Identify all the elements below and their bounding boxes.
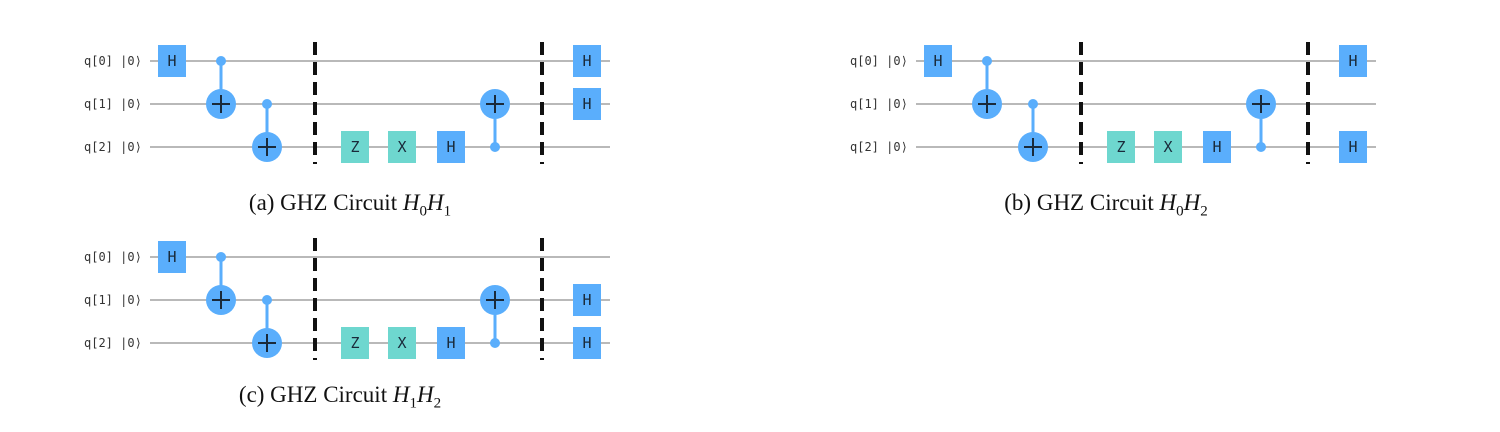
caption-b: (b) GHZ Circuit H0H2 (846, 190, 1366, 221)
qubit-label-q2: q[2] |0⟩ (84, 336, 142, 350)
caption-a: (a) GHZ Circuit H0H1 (80, 190, 620, 221)
z-gate-q2 (341, 131, 369, 163)
h-gate-final-q1-label: H (582, 95, 591, 113)
caption-c: (c) GHZ Circuit H1H2 (80, 382, 600, 413)
h-gate-q0-start (924, 45, 952, 77)
circuit-b: q[0] |0⟩ q[1] |0⟩ q[2] |0⟩ H Z X H H H (850, 42, 1376, 164)
caption-a-math-1: H0H1 (402, 190, 452, 220)
qubit-label-q2: q[2] |0⟩ (850, 140, 908, 154)
h-gate-q0-start-label: H (933, 52, 942, 70)
h-gate-final-q1-label: H (582, 291, 591, 309)
h-gate-q2-mid (437, 327, 465, 359)
cnot-q2-q1-control (490, 142, 500, 152)
h-gate-final-q1 (573, 88, 601, 120)
h-gate-q0-start (158, 241, 186, 273)
cnot-q1-q2-control (262, 99, 272, 109)
h-gate-q0-start-label: H (167, 248, 176, 266)
qubit-label-q0: q[0] |0⟩ (84, 250, 142, 264)
x-gate-q2-label: X (1163, 138, 1172, 156)
caption-a-prefix: (a) GHZ Circuit (248, 190, 403, 215)
circuit-c: q[0] |0⟩ q[1] |0⟩ q[2] |0⟩ H Z X H H H (84, 238, 610, 360)
h-gate-final-q0 (1339, 45, 1367, 77)
h-gate-final-q2 (573, 327, 601, 359)
h-gate-q0-start (158, 45, 186, 77)
cnot-q2-q1-control (490, 338, 500, 348)
h-gate-final-q2-label: H (1348, 138, 1357, 156)
caption-b-math: H0H2 (1159, 190, 1208, 220)
qubit-label-q2: q[2] |0⟩ (84, 140, 142, 154)
z-gate-q2 (1107, 131, 1135, 163)
h-gate-final-q2 (1339, 131, 1367, 163)
cnot-q1-q2-control (262, 295, 272, 305)
h-gate-final-q0 (573, 45, 601, 77)
x-gate-q2 (388, 327, 416, 359)
z-gate-q2-label: Z (350, 334, 359, 352)
panel-c: q[0] |0⟩ q[1] |0⟩ q[2] |0⟩ H Z X H H H (c) GHZ C… (80, 232, 620, 422)
h-gate-q2-mid (437, 131, 465, 163)
circuit-a: q[0] |0⟩ q[1] |0⟩ q[2] |0⟩ H Z X H H H (84, 42, 610, 164)
z-gate-q2-label: Z (1116, 138, 1125, 156)
qubit-label-q1: q[1] |0⟩ (84, 293, 142, 307)
caption-c-math: H1H2 (392, 382, 442, 412)
cnot-q0-q1-control (216, 252, 226, 262)
z-gate-q2 (341, 327, 369, 359)
caption-c-prefix: (c) GHZ Circuit (238, 382, 393, 407)
panel-a: q[0] |0⟩ q[1] |0⟩ q[2] |0⟩ H Z X H H H (a) GHZ C… (80, 36, 620, 220)
x-gate-q2 (388, 131, 416, 163)
cnot-q2-q1-control (1256, 142, 1266, 152)
qubit-label-q0: q[0] |0⟩ (84, 54, 142, 68)
h-gate-final-q0-label: H (582, 52, 591, 70)
h-gate-final-q0-label: H (1348, 52, 1357, 70)
h-gate-q2-mid-label: H (446, 334, 455, 352)
cnot-q0-q1-control (982, 56, 992, 66)
x-gate-q2 (1154, 131, 1182, 163)
h-gate-q2-mid-label: H (446, 138, 455, 156)
x-gate-q2-label: X (397, 138, 406, 156)
h-gate-final-q2-label: H (582, 334, 591, 352)
h-gate-final-q1 (573, 284, 601, 316)
qubit-label-q0: q[0] |0⟩ (850, 54, 908, 68)
caption-b-prefix: (b) GHZ Circuit (1004, 190, 1160, 215)
h-gate-q0-start-label: H (167, 52, 176, 70)
panel-b: q[0] |0⟩ q[1] |0⟩ q[2] |0⟩ H Z X H H H (b) GHZ C… (846, 36, 1386, 220)
x-gate-q2-label: X (397, 334, 406, 352)
cnot-q1-q2-control (1028, 99, 1038, 109)
h-gate-q2-mid (1203, 131, 1231, 163)
qubit-label-q1: q[1] |0⟩ (850, 97, 908, 111)
qubit-label-q1: q[1] |0⟩ (84, 97, 142, 111)
h-gate-q2-mid-label: H (1212, 138, 1221, 156)
cnot-q0-q1-control (216, 56, 226, 66)
z-gate-q2-label: Z (350, 138, 359, 156)
